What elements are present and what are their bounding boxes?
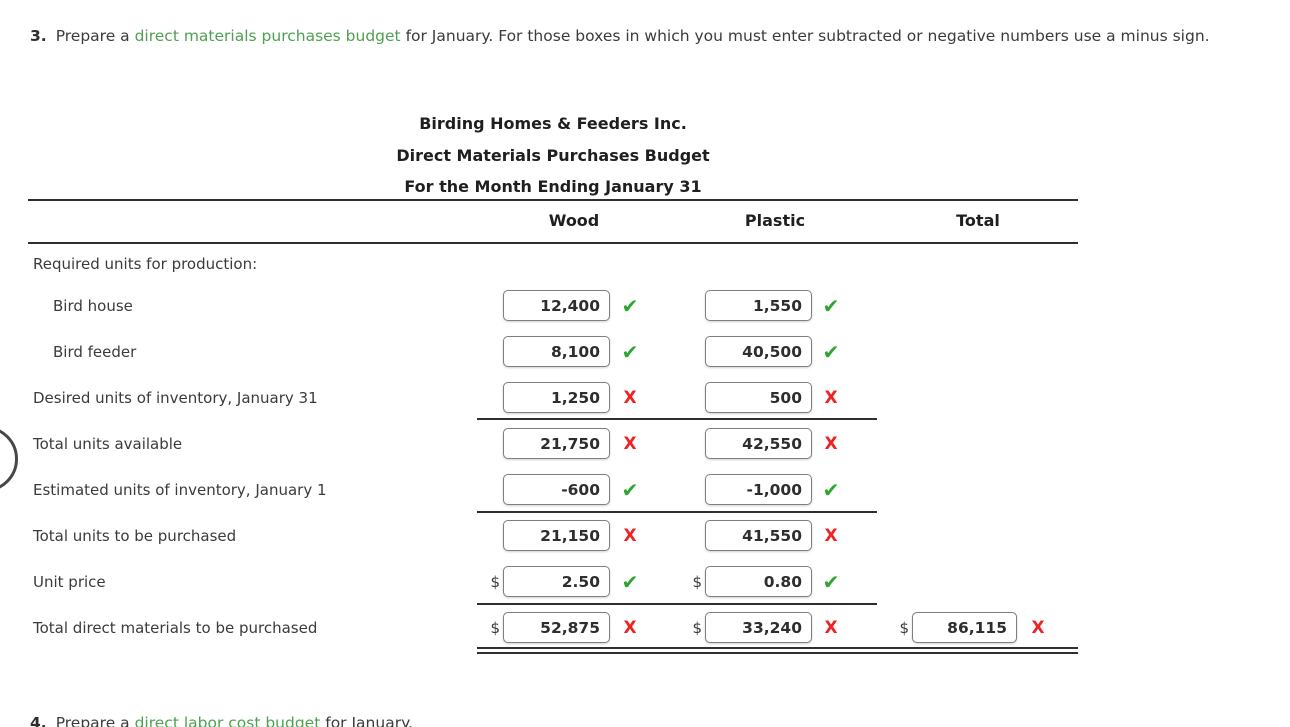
table-row: Bird feeder 8,100 ✔ 40,500 ✔	[0, 336, 1290, 369]
instruction-4-suffix: for January.	[320, 713, 413, 727]
plastic-feedback-icon: ✔	[822, 570, 840, 594]
plastic-input[interactable]: 41,550	[705, 520, 812, 551]
plastic-input[interactable]: 0.80	[705, 566, 812, 597]
wood-feedback-icon: X	[623, 618, 637, 638]
plastic-input[interactable]: 40,500	[705, 336, 812, 367]
row-label: Required units for production:	[33, 255, 258, 273]
instruction-3-number: 3.	[30, 26, 47, 45]
wood-feedback-icon: ✔	[621, 294, 639, 318]
plastic-input[interactable]: -1,000	[705, 474, 812, 505]
instruction-4: 4. Prepare a direct labor cost budget for…	[30, 710, 1230, 727]
row-label: Bird feeder	[53, 343, 137, 361]
instruction-4-number: 4.	[30, 713, 47, 727]
wood-input[interactable]: 52,875	[503, 612, 610, 643]
table-row: Total direct materials to be purchased $…	[0, 612, 1290, 645]
wood-input[interactable]: 8,100	[503, 336, 610, 367]
plastic-input[interactable]: 33,240	[705, 612, 812, 643]
rule-header	[28, 242, 1078, 244]
plastic-input[interactable]: 1,550	[705, 290, 812, 321]
plastic-dollar-sign: $	[692, 619, 702, 637]
plastic-feedback-icon: X	[824, 388, 838, 408]
row-label: Estimated units of inventory, January 1	[33, 481, 327, 499]
rule-subtotal-2	[477, 511, 877, 513]
wood-input[interactable]: 21,750	[503, 428, 610, 459]
table-row: Desired units of inventory, January 31 1…	[0, 382, 1290, 415]
table-row: Required units for production:	[0, 248, 1290, 281]
table-title-block: Birding Homes & Feeders Inc. Direct Mate…	[28, 108, 1078, 203]
column-header-plastic: Plastic	[744, 211, 806, 230]
plastic-feedback-icon: ✔	[822, 294, 840, 318]
instruction-4-link: direct labor cost budget	[134, 713, 321, 727]
budget-title: Direct Materials Purchases Budget	[396, 145, 710, 165]
row-label: Bird house	[53, 297, 133, 315]
plastic-feedback-icon: ✔	[822, 478, 840, 502]
table-row: Estimated units of inventory, January 1 …	[0, 474, 1290, 507]
wood-dollar-sign: $	[490, 619, 500, 637]
instruction-3-link: direct materials purchases budget	[134, 26, 401, 45]
wood-dollar-sign: $	[490, 573, 500, 591]
total-dollar-sign: $	[899, 619, 909, 637]
plastic-input[interactable]: 42,550	[705, 428, 812, 459]
row-label: Unit price	[33, 573, 106, 591]
column-header-total: Total	[956, 211, 1000, 230]
instruction-3-prefix: Prepare a	[55, 26, 135, 45]
rule-top	[28, 199, 1078, 201]
rule-grand-total	[477, 647, 1078, 654]
wood-feedback-icon: ✔	[621, 478, 639, 502]
plastic-feedback-icon: ✔	[822, 340, 840, 364]
rule-subtotal-3	[477, 603, 877, 605]
plastic-feedback-icon: X	[824, 434, 838, 454]
table-row: Unit price $ 2.50 ✔ $ 0.80 ✔	[0, 566, 1290, 599]
wood-input[interactable]: 2.50	[503, 566, 610, 597]
wood-input[interactable]: 21,150	[503, 520, 610, 551]
table-row: Total units to be purchased 21,150 X 41,…	[0, 520, 1290, 553]
row-label: Total units available	[33, 435, 183, 453]
row-label: Total units to be purchased	[33, 527, 237, 545]
row-label: Desired units of inventory, January 31	[33, 389, 318, 407]
wood-input[interactable]: 1,250	[503, 382, 610, 413]
wood-input[interactable]: 12,400	[503, 290, 610, 321]
wood-feedback-icon: ✔	[621, 570, 639, 594]
total-input[interactable]: 86,115	[912, 612, 1017, 643]
wood-input[interactable]: -600	[503, 474, 610, 505]
table-row: Total units available 21,750 X 42,550 X	[0, 428, 1290, 461]
column-header-wood: Wood	[548, 211, 600, 230]
wood-feedback-icon: X	[623, 434, 637, 454]
wood-feedback-icon: ✔	[621, 340, 639, 364]
wood-feedback-icon: X	[623, 526, 637, 546]
table-row: Bird house 12,400 ✔ 1,550 ✔	[0, 290, 1290, 323]
wood-feedback-icon: X	[623, 388, 637, 408]
total-feedback-icon: X	[1031, 618, 1045, 638]
rule-subtotal-1	[477, 418, 877, 420]
plastic-input[interactable]: 500	[705, 382, 812, 413]
plastic-feedback-icon: X	[824, 618, 838, 638]
instruction-4-prefix: Prepare a	[55, 713, 135, 727]
budget-period: For the Month Ending January 31	[404, 177, 702, 196]
instruction-3-suffix: for January. For those boxes in which yo…	[400, 26, 1210, 45]
plastic-dollar-sign: $	[692, 573, 702, 591]
plastic-feedback-icon: X	[824, 526, 838, 546]
instruction-3: 3. Prepare a direct materials purchases b…	[30, 18, 1286, 54]
company-name: Birding Homes & Feeders Inc.	[419, 114, 687, 133]
row-label: Total direct materials to be purchased	[33, 619, 318, 637]
